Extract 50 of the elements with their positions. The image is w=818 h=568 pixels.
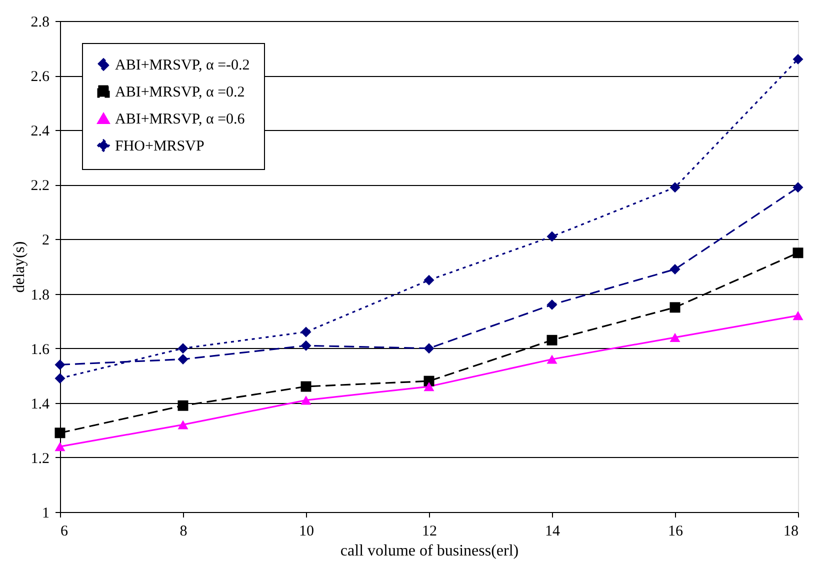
point: [792, 311, 804, 320]
legend-label: ABI+MRSVP, α =0.6: [115, 112, 246, 128]
x-axis-title: call volume of business(erl): [340, 542, 519, 560]
point: [300, 340, 312, 351]
x-tick-label: 12: [422, 524, 437, 540]
point: [424, 382, 434, 392]
point: [792, 182, 804, 193]
x-tick-label: 8: [180, 524, 188, 540]
x-tick-label: 18: [784, 524, 798, 540]
point: [54, 359, 66, 370]
point: [178, 400, 188, 411]
y-tick-label: 2.6: [30, 69, 50, 86]
point: [670, 332, 680, 342]
y-tick-label: 2.2: [30, 178, 50, 194]
point: [54, 428, 66, 438]
point: [546, 354, 558, 364]
y-tick-label: 1: [42, 506, 50, 522]
y-tick-label: 2.8: [30, 14, 50, 30]
point: [54, 373, 66, 384]
point: [546, 334, 558, 346]
y-tick-label: 1.4: [30, 396, 50, 412]
point: [424, 274, 434, 286]
point: [670, 264, 680, 274]
legend-label: FHO+MRSVP: [115, 138, 204, 154]
legend-label: ABI+MRSVP, α =-0.2: [115, 58, 250, 74]
point: [178, 343, 188, 354]
point: [792, 248, 804, 258]
y-tick-label: 1.2: [30, 450, 50, 467]
point: [792, 54, 804, 64]
x-tick-label: 10: [299, 524, 314, 540]
x-tick-label: 6: [60, 524, 68, 540]
legend-label: ABI+MRSVP, α =0.2: [115, 84, 245, 100]
point: [300, 326, 312, 338]
y-tick-label: 1.8: [30, 287, 50, 304]
y-tick-label: 2.4: [30, 124, 50, 140]
y-tick-label: 2: [42, 232, 50, 249]
y-tick-label: 1.6: [30, 342, 50, 358]
point: [300, 396, 312, 405]
point: [670, 302, 680, 313]
x-tick-label: 14: [545, 524, 560, 540]
point: [300, 381, 312, 392]
point: [546, 231, 558, 242]
point: [178, 420, 188, 430]
point: [546, 299, 558, 310]
y-axis-title: delay(s): [10, 241, 28, 293]
point: [424, 343, 434, 354]
point: [178, 354, 188, 364]
x-tick-label: 16: [668, 524, 684, 540]
point: [670, 182, 680, 193]
point: [54, 442, 66, 452]
